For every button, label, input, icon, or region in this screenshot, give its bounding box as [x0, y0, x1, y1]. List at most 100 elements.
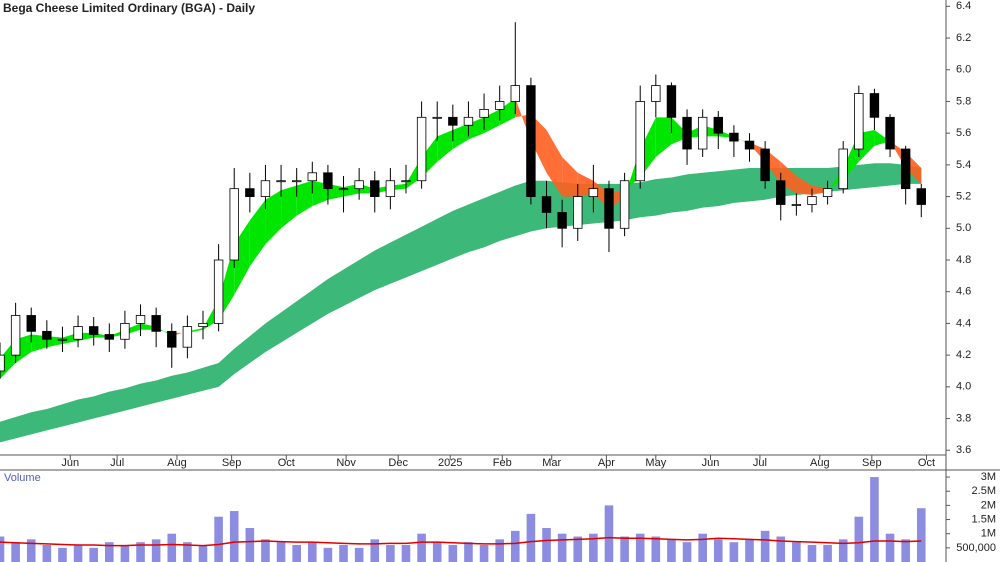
- volume-bar: [854, 516, 864, 562]
- candle-body: [776, 180, 786, 205]
- volume-y-tick-label: 1.5M: [972, 513, 996, 525]
- y-tick-label: 5.0: [956, 222, 971, 234]
- volume-bar: [89, 547, 98, 562]
- y-tick-label: 4.8: [956, 254, 971, 266]
- volume-bar: [604, 505, 614, 562]
- x-tick-label: Aug: [167, 457, 187, 469]
- short-ribbon-segment: [296, 180, 313, 216]
- volume-y-tick-label: 3M: [981, 471, 996, 483]
- volume-bar: [682, 542, 692, 562]
- candle-body: [276, 180, 286, 183]
- volume-bar: [417, 533, 426, 562]
- candle-body: [198, 323, 208, 327]
- candle-body: [604, 188, 614, 229]
- candle-body: [463, 116, 474, 126]
- volume-bar: [760, 530, 770, 562]
- volume-bar: [26, 539, 36, 562]
- volume-bar: [73, 545, 83, 562]
- candle-body: [729, 132, 739, 142]
- volume-bar: [745, 539, 754, 562]
- candle-body: [479, 108, 489, 118]
- candle-body: [182, 326, 193, 348]
- volume-bar: [651, 536, 661, 562]
- candle-body: [57, 338, 68, 341]
- candle-body: [744, 140, 755, 150]
- volume-bar: [510, 530, 520, 562]
- short-ribbon-segment: [655, 117, 672, 157]
- volume-bar: [151, 539, 161, 562]
- short-ribbon-segment: [265, 190, 282, 245]
- candle-body: [260, 180, 271, 197]
- candle-body: [916, 188, 926, 205]
- short-ribbon-segment: [499, 98, 516, 126]
- short-ribbon-segment: [249, 199, 266, 267]
- candle-body: [88, 326, 99, 335]
- x-tick-label: Aug: [810, 457, 830, 469]
- x-tick-label: Sep: [222, 457, 242, 469]
- candle-body: [666, 85, 677, 118]
- candle-body: [697, 116, 708, 150]
- candle-body: [651, 85, 661, 102]
- volume-bar: [105, 542, 114, 562]
- volume-bar: [916, 508, 926, 562]
- candle-body: [135, 315, 146, 324]
- x-tick-label: Apr: [598, 457, 615, 469]
- candle-body: [573, 196, 583, 229]
- candle-body: [854, 93, 864, 150]
- candle-body: [807, 196, 817, 205]
- y-tick-label: 5.8: [956, 95, 971, 107]
- candle-body: [167, 330, 177, 348]
- volume-bar: [183, 542, 192, 562]
- volume-bar: [901, 539, 910, 562]
- volume-bar: [635, 533, 645, 562]
- candle-body: [635, 101, 645, 182]
- short-ribbon-segment: [281, 185, 297, 229]
- volume-bar: [495, 539, 504, 562]
- y-tick-label: 4.2: [956, 349, 971, 361]
- volume-bar: [557, 533, 567, 562]
- x-tick-label: Dec: [388, 457, 408, 469]
- volume-bar: [667, 539, 676, 562]
- candle-body: [682, 116, 692, 150]
- candle-body: [557, 212, 567, 229]
- candle-body: [104, 334, 114, 340]
- volume-bar: [354, 547, 364, 562]
- short-ribbon-segment: [796, 175, 812, 195]
- candle-body: [73, 326, 83, 340]
- candle-body: [338, 188, 349, 191]
- volume-bar: [292, 545, 301, 562]
- x-tick-label: Nov: [336, 457, 356, 469]
- volume-bar: [885, 533, 895, 562]
- candle-body: [713, 116, 723, 134]
- y-tick-label: 3.8: [956, 412, 971, 424]
- candle-body: [526, 85, 536, 197]
- volume-bar: [58, 547, 67, 562]
- x-tick-label: Feb: [493, 457, 512, 469]
- candle-body: [291, 180, 302, 183]
- candle-body: [245, 188, 255, 197]
- volume-bar: [229, 511, 239, 562]
- volume-bar: [542, 528, 551, 562]
- x-tick-label: May: [645, 457, 666, 469]
- candle-body: [385, 180, 396, 197]
- candle-body: [307, 172, 317, 182]
- candle-body: [588, 188, 599, 197]
- volume-bar: [120, 545, 130, 562]
- candle-body: [885, 116, 895, 150]
- volume-bar: [729, 542, 739, 562]
- candle-body: [494, 101, 505, 110]
- volume-bar: [432, 542, 442, 562]
- volume-bar: [479, 545, 489, 562]
- candle-body: [619, 180, 630, 229]
- volume-bar: [0, 536, 5, 562]
- y-tick-label: 4.6: [956, 286, 971, 298]
- candle-body: [416, 116, 427, 182]
- x-tick-label: 2025: [438, 457, 462, 469]
- candle-body: [401, 180, 411, 183]
- volume-bar: [401, 545, 411, 562]
- x-tick-label: Sep: [862, 457, 882, 469]
- x-tick-label: Jun: [702, 457, 720, 469]
- volume-bar: [386, 545, 395, 562]
- volume-bar: [214, 516, 223, 562]
- y-tick-label: 4.0: [956, 381, 971, 393]
